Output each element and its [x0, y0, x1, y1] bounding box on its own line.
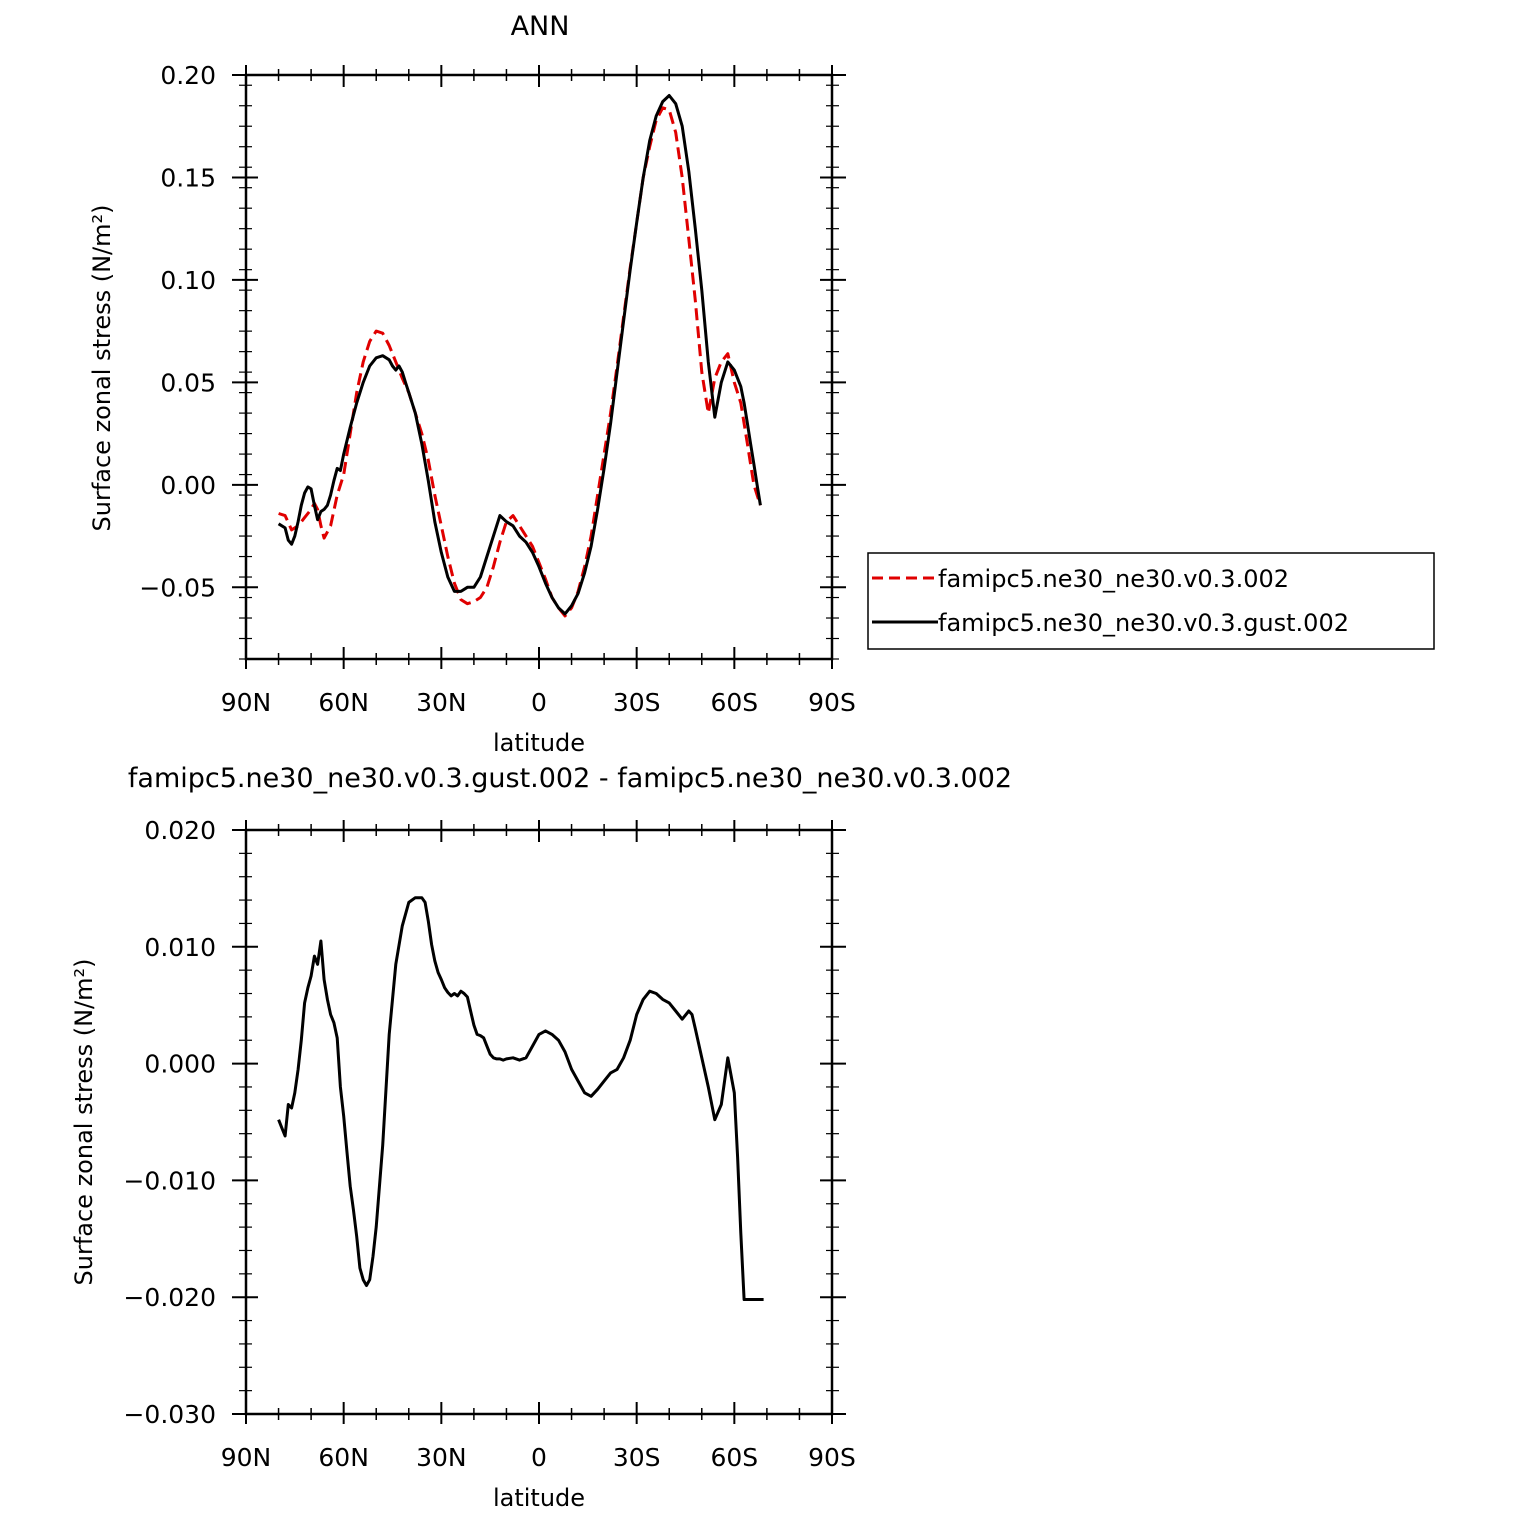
y-tick-label: 0.010	[144, 933, 216, 962]
x-tick-label: 0	[531, 688, 547, 717]
bottom-panel: famipc5.ne30_ne30.v0.3.gust.002 - famipc…	[70, 763, 1012, 1512]
y-tick-label: −0.020	[123, 1283, 216, 1312]
y-tick-label: 0.20	[160, 61, 216, 90]
y-tick-label: −0.030	[123, 1400, 216, 1429]
x-tick-label: 90S	[808, 1443, 856, 1472]
bottom-y-tick-labels: 0.020 0.010 0.000 −0.010 −0.020 −0.030	[123, 816, 216, 1429]
legend-box	[867, 552, 1435, 650]
legend: famipc5.ne30_ne30.v0.3.002 famipc5.ne30_…	[867, 552, 1435, 650]
x-tick-label: 90S	[808, 688, 856, 717]
y-tick-label: 0.10	[160, 266, 216, 295]
x-tick-label: 90N	[221, 688, 272, 717]
x-tick-label: 30N	[416, 688, 467, 717]
bottom-x-tick-labels: 90N 60N 30N 0 30S 60S 90S	[221, 1443, 856, 1472]
x-tick-label: 60S	[710, 688, 758, 717]
y-tick-label: −0.05	[139, 573, 216, 602]
bottom-series-lines	[277, 896, 764, 1301]
y-tick-label: 0.020	[144, 816, 216, 845]
bottom-plot-frame	[244, 828, 834, 1416]
top-axis-ticks	[232, 65, 846, 669]
legend-label-series-1: famipc5.ne30_ne30.v0.3.002	[938, 565, 1289, 593]
series-line-1	[278, 106, 762, 618]
bottom-plot-title: famipc5.ne30_ne30.v0.3.gust.002 - famipc…	[128, 763, 1012, 794]
x-tick-label: 60N	[318, 1443, 369, 1472]
x-tick-label: 60S	[710, 1443, 758, 1472]
top-x-tick-labels: 90N 60N 30N 0 30S 60S 90S	[221, 688, 856, 717]
bottom-x-axis-title: latitude	[493, 1484, 585, 1512]
top-y-tick-labels: 0.20 0.15 0.10 0.05 0.00 −0.05	[139, 61, 216, 602]
x-tick-label: 90N	[221, 1443, 272, 1472]
series-line-1	[277, 896, 764, 1301]
legend-label-series-2: famipc5.ne30_ne30.v0.3.gust.002	[938, 609, 1349, 637]
x-tick-label: 60N	[318, 688, 369, 717]
series-line-2	[277, 94, 762, 616]
x-tick-label: 0	[531, 1443, 547, 1472]
top-panel: ANN 90N 60N 30N 0 30S 60S 90S 0.20 0.15 0.10 0.05…	[88, 11, 856, 757]
y-tick-label: 0.000	[144, 1050, 216, 1079]
top-y-axis-title: Surface zonal stress (N/m²)	[88, 205, 116, 532]
bottom-y-axis-title: Surface zonal stress (N/m²)	[70, 959, 98, 1286]
top-plot-title: ANN	[511, 11, 570, 42]
y-tick-label: 0.00	[160, 471, 216, 500]
y-tick-label: −0.010	[123, 1166, 216, 1195]
y-tick-label: 0.05	[160, 368, 216, 397]
x-tick-label: 30N	[416, 1443, 467, 1472]
top-series-lines	[277, 94, 762, 618]
top-plot-frame	[244, 73, 834, 661]
bottom-axis-ticks	[232, 820, 846, 1424]
x-tick-label: 30S	[613, 1443, 661, 1472]
top-x-axis-title: latitude	[493, 729, 585, 757]
x-tick-label: 30S	[613, 688, 661, 717]
y-tick-label: 0.15	[160, 163, 216, 192]
